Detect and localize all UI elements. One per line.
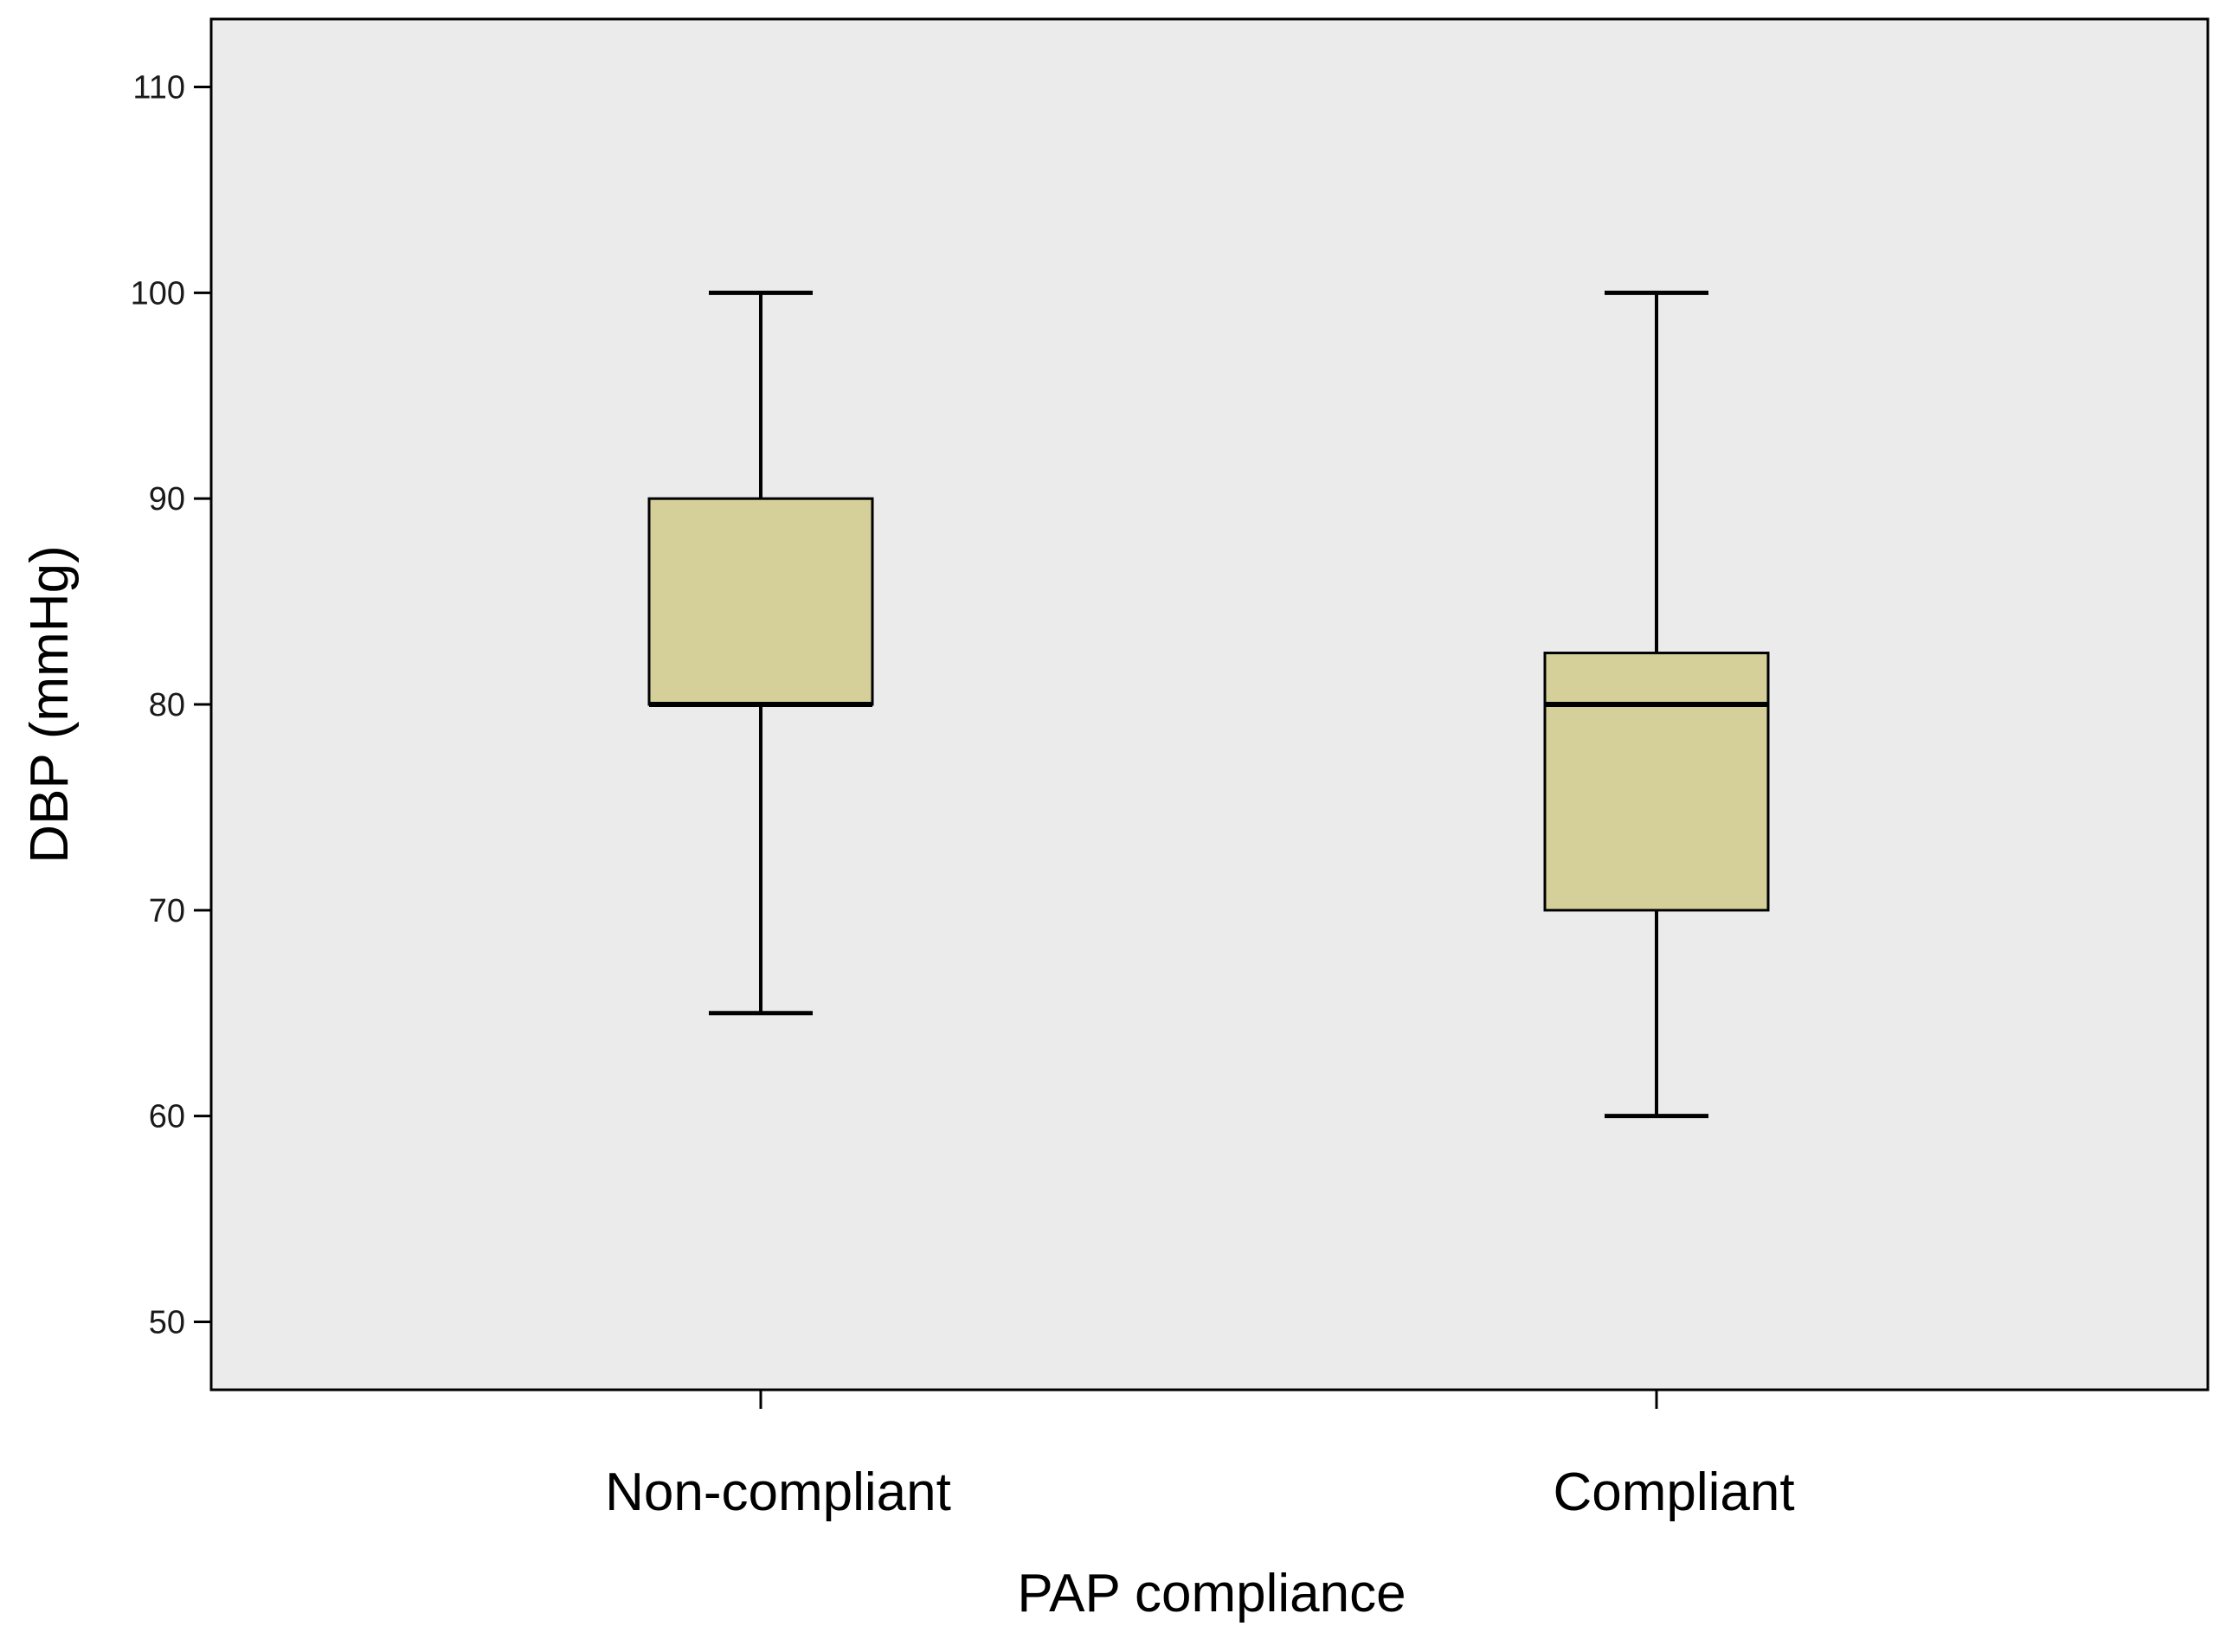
plot-area (209, 17, 2210, 1392)
x-tick-label: Non-compliant (605, 1462, 951, 1522)
y-axis-title: DBP (mmHg) (20, 545, 80, 863)
x-axis: Non-compliant Compliant (605, 1390, 1795, 1522)
boxes-layer (647, 290, 1770, 1119)
box-iqr (1543, 652, 1770, 912)
y-tick-label: 90 (149, 481, 185, 517)
y-tick-label: 50 (149, 1305, 185, 1341)
y-tick-label: 70 (149, 893, 185, 929)
x-tick-label: Compliant (1553, 1462, 1794, 1522)
y-tick-label: 100 (131, 275, 185, 312)
y-tick-label: 110 (132, 69, 185, 106)
box-group (647, 290, 874, 1016)
x-axis-title: PAP compliance (1017, 1564, 1406, 1623)
y-axis: 50 60 70 80 90 100 110 (131, 69, 211, 1341)
box-iqr (647, 497, 874, 706)
box-group (1543, 290, 1770, 1119)
y-tick-label: 80 (149, 687, 185, 723)
y-tick-label: 60 (149, 1099, 185, 1135)
